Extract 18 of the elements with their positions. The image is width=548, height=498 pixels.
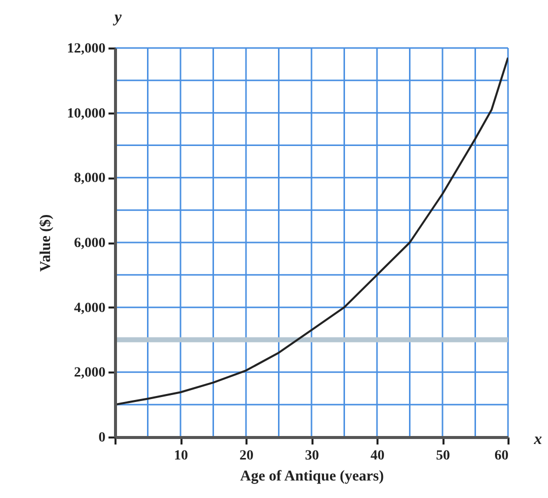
y-tick-label: 6,000: [74, 236, 106, 251]
x-tick-label: 20: [240, 448, 254, 464]
line-series: [115, 56, 508, 406]
x-tick-label: 30: [305, 448, 319, 464]
y-axis-title: Value ($): [38, 214, 54, 272]
y-tick-label: 12,000: [67, 42, 106, 56]
y-tick-label: 4,000: [74, 300, 106, 316]
y-tick-label: 10,000: [67, 106, 106, 122]
x-axis-title: Age of Antique (years): [240, 468, 384, 484]
x-tick-label: 40: [370, 448, 384, 464]
y-tick-label: 8,000: [74, 171, 106, 186]
x-tick-label: 10: [174, 448, 188, 464]
y-tick-label: 0: [98, 430, 106, 446]
x-tick-label: 60: [494, 448, 508, 464]
y-tick-label: 2,000: [74, 366, 106, 381]
text: y: [112, 9, 122, 26]
text: x: [533, 431, 542, 448]
x-tick-label: 50: [436, 448, 450, 464]
